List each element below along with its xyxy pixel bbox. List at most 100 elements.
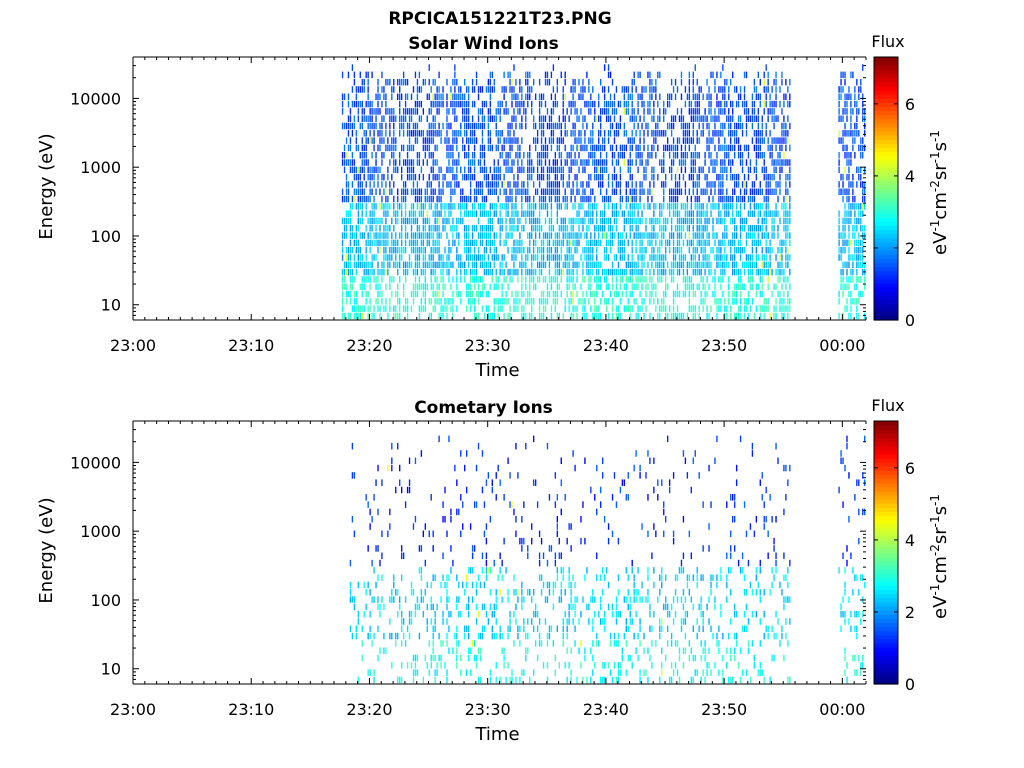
spectrogram-cell	[633, 261, 635, 269]
spectrogram-cell	[466, 232, 468, 239]
spectrogram-cell	[566, 108, 568, 115]
spectrogram-cell	[442, 254, 444, 261]
spectrogram-cell	[619, 276, 622, 283]
colorbar-segment	[874, 139, 898, 144]
spectrogram-cell	[733, 232, 736, 239]
spectrogram-cell	[670, 203, 673, 210]
spectrogram-cell	[367, 217, 369, 225]
spectrogram-cell	[582, 203, 584, 210]
spectrogram-cell	[481, 210, 484, 217]
spectrogram-cell	[694, 268, 696, 276]
spectrogram-cell	[422, 210, 425, 217]
spectrogram-cell	[596, 254, 598, 261]
spectrogram-cell	[749, 283, 752, 290]
spectrogram-cell	[440, 298, 442, 305]
spectrogram-cell	[672, 254, 675, 261]
spectrogram-cell	[554, 93, 557, 101]
spectrogram-cell	[550, 210, 553, 217]
spectrogram-cell	[672, 246, 675, 254]
spectrogram-cell	[783, 115, 785, 122]
spectrogram-cell	[580, 298, 582, 305]
spectrogram-cell	[674, 203, 677, 210]
spectrogram-cell	[444, 217, 446, 225]
spectrogram-cell	[605, 108, 608, 115]
spectrogram-cell	[456, 268, 458, 276]
spectrogram-cell	[570, 225, 572, 232]
spectrogram-cell	[767, 276, 769, 283]
spectrogram-cell	[594, 298, 596, 305]
spectrogram-cell	[864, 261, 866, 269]
colorbar-segment	[874, 250, 898, 255]
spectrogram-cell	[570, 188, 572, 196]
spectrogram-cell	[688, 100, 691, 108]
spectrogram-cell	[783, 93, 785, 101]
spectrogram-cell	[399, 93, 401, 101]
spectrogram-cell	[739, 217, 742, 225]
spectrogram-cell	[761, 130, 763, 137]
spectrogram-cell	[564, 71, 566, 79]
spectrogram-cell	[566, 225, 568, 232]
spectrogram-cell	[688, 188, 691, 196]
spectrogram-cell	[400, 173, 403, 181]
spectrogram-cell	[688, 144, 691, 152]
spectrogram-cell	[540, 254, 543, 261]
spectrogram-cell	[385, 100, 387, 108]
spectrogram-cell	[467, 86, 470, 93]
spectrogram-cell	[483, 100, 486, 108]
spectrogram-cell	[779, 166, 781, 174]
spectrogram-cell	[775, 86, 777, 93]
spectrogram-cell	[862, 203, 864, 210]
spectrogram-cell	[566, 276, 568, 283]
spectrogram-cell	[663, 290, 665, 298]
spectrogram-cell	[353, 305, 356, 312]
spectrogram-cell	[552, 254, 555, 261]
spectrogram-cell	[343, 261, 346, 269]
spectrogram-cell	[615, 86, 618, 93]
spectrogram-cell	[424, 137, 426, 144]
spectrogram-cell	[570, 232, 572, 239]
spectrogram-cell	[493, 239, 495, 247]
spectrogram-cell	[842, 261, 844, 269]
spectrogram-cell	[706, 225, 708, 232]
spectrogram-cell	[469, 254, 472, 261]
spectrogram-cell	[481, 261, 484, 269]
spectrogram-cell	[582, 290, 584, 298]
spectrogram-cell	[848, 246, 850, 254]
spectrogram-cell	[860, 86, 862, 93]
spectrogram-cell	[473, 122, 476, 130]
spectrogram-cell	[844, 225, 846, 232]
spectrogram-cell	[647, 195, 649, 203]
spectrogram-cell	[596, 210, 598, 217]
spectrogram-cell	[789, 181, 791, 188]
spectrogram-cell	[676, 144, 679, 152]
spectrogram-cell	[769, 254, 771, 261]
spectrogram-cell	[576, 312, 578, 320]
spectrogram-cell	[481, 122, 484, 130]
spectrogram-cell	[448, 217, 450, 225]
spectrogram-cell	[351, 632, 354, 640]
spectrogram-cell	[739, 210, 742, 217]
spectrogram-cell	[751, 232, 754, 239]
spectrogram-cell	[631, 246, 633, 254]
spectrogram-cell	[349, 122, 352, 130]
spectrogram-cell	[708, 312, 710, 320]
spectrogram-cell	[692, 188, 694, 196]
colorbar-segment	[874, 262, 898, 268]
spectrogram-cell	[363, 268, 365, 276]
spectrogram-cell	[692, 254, 694, 261]
spectrogram-cell	[349, 217, 352, 225]
spectrogram-cell	[676, 283, 679, 290]
spectrogram-cell	[389, 115, 391, 122]
spectrogram-cell	[434, 276, 436, 283]
spectrogram-cell	[838, 217, 840, 225]
spectrogram-cell	[414, 268, 417, 276]
spectrogram-cell	[495, 254, 497, 261]
spectrogram-cell	[862, 195, 864, 203]
spectrogram-cell	[712, 276, 714, 283]
spectrogram-cell	[556, 159, 559, 166]
spectrogram-cell	[422, 130, 425, 137]
spectrogram-cell	[438, 254, 440, 261]
spectrogram-cell	[848, 93, 850, 101]
spectrogram-cell	[617, 210, 620, 217]
spectrogram-cell	[696, 151, 698, 159]
